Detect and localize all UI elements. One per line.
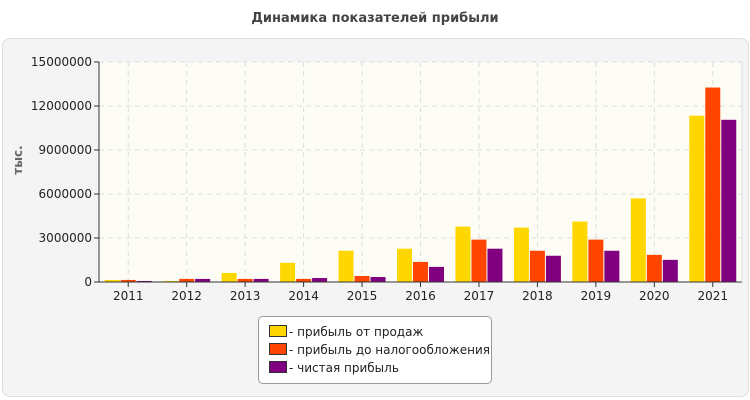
- bar-2018-2: [529, 250, 545, 282]
- x-tick-label: 2015: [347, 289, 378, 303]
- bar-2017-2: [471, 239, 487, 282]
- bar-2012-3: [195, 278, 211, 282]
- x-tick-label: 2017: [464, 289, 495, 303]
- bar-2016-2: [413, 261, 428, 282]
- bar-2021-3: [721, 119, 737, 282]
- legend-swatch: [269, 325, 287, 337]
- x-tick-label: 2013: [230, 289, 261, 303]
- x-tick-label: 2021: [697, 289, 728, 303]
- y-tick-label: 15000000: [31, 55, 92, 69]
- bar-2021-2: [705, 87, 721, 283]
- bar-2012-2: [179, 278, 195, 282]
- bar-2011-2: [120, 279, 136, 282]
- legend-item: - чистая прибыль: [269, 360, 399, 376]
- bar-2015-3: [370, 277, 386, 282]
- bar-2016-1: [397, 248, 412, 282]
- bar-2020-1: [630, 198, 646, 282]
- x-tick-label: 2011: [113, 289, 144, 303]
- y-tick-label: 6000000: [39, 187, 92, 201]
- x-tick-label: 2014: [288, 289, 319, 303]
- bar-2015-2: [354, 275, 370, 282]
- y-tick-label: 9000000: [39, 143, 92, 157]
- bar-2013-3: [253, 278, 269, 282]
- bar-2017-3: [487, 248, 503, 282]
- bar-2017-1: [455, 226, 471, 282]
- x-tick-label: 2012: [171, 289, 202, 303]
- y-tick-label: 3000000: [39, 231, 92, 245]
- x-tick-label: 2016: [405, 289, 436, 303]
- bar-2013-2: [237, 278, 253, 282]
- x-tick-label: 2019: [581, 289, 612, 303]
- x-tick-label: 2020: [639, 289, 670, 303]
- bar-2020-3: [662, 259, 678, 282]
- bar-2016-3: [429, 266, 444, 282]
- legend: - прибыль от продаж - прибыль до налогоо…: [258, 316, 492, 384]
- bar-2014-2: [296, 278, 312, 282]
- y-tick-label: 0: [84, 275, 92, 289]
- y-axis-label: тыс.: [11, 145, 25, 174]
- legend-swatch: [269, 343, 287, 355]
- bar-2011-3: [136, 280, 152, 282]
- legend-label: - чистая прибыль: [289, 361, 399, 375]
- bar-2012-1: [163, 280, 179, 282]
- legend-item: - прибыль до налогообложения: [269, 342, 490, 358]
- bar-2013-1: [221, 272, 237, 282]
- bar-2019-3: [604, 250, 620, 282]
- bar-2011-1: [104, 279, 120, 282]
- legend-item: - прибыль от продаж: [269, 324, 423, 340]
- bar-2018-3: [545, 255, 561, 282]
- bar-2019-2: [588, 239, 604, 282]
- legend-label: - прибыль до налогообложения: [289, 343, 490, 357]
- x-tick-label: 2018: [522, 289, 553, 303]
- bar-2014-3: [312, 278, 328, 282]
- bar-2020-2: [646, 254, 662, 282]
- bar-2018-1: [513, 227, 529, 282]
- bar-2014-1: [280, 262, 296, 282]
- bar-2015-1: [338, 250, 354, 282]
- legend-swatch: [269, 361, 287, 373]
- bar-2019-1: [572, 221, 588, 282]
- legend-label: - прибыль от продаж: [289, 325, 424, 339]
- bar-2021-1: [689, 115, 705, 283]
- chart-title: Динамика показателей прибыли: [251, 11, 499, 26]
- y-tick-label: 12000000: [31, 99, 92, 113]
